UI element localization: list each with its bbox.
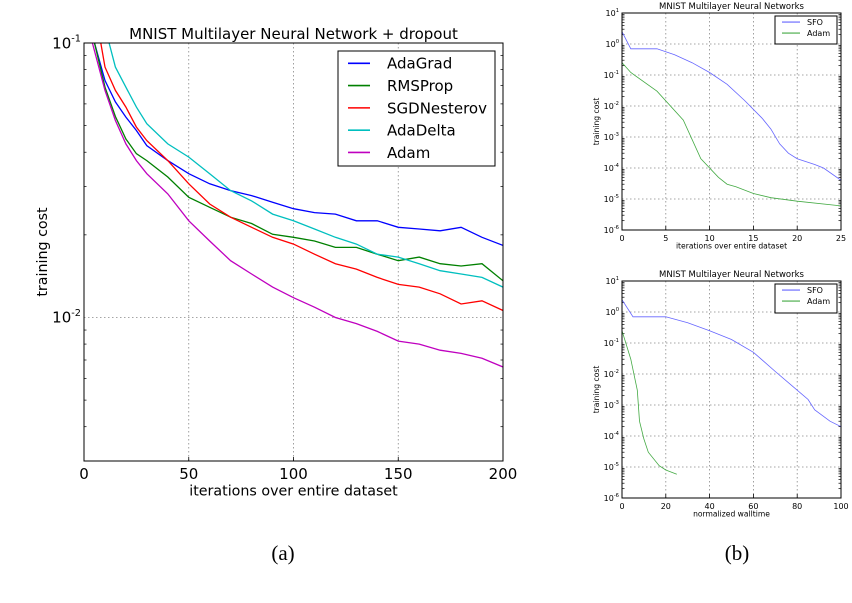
- y-tick-label: 10-6: [604, 225, 619, 235]
- y-tick-label: 10-2: [604, 369, 619, 379]
- series-line-adagrad: [93, 43, 503, 247]
- x-tick-label: 0: [619, 234, 624, 243]
- chart-a-dropout: 0 50 100 150 200 10-1 10-2 MNIST Multilayer Neu…: [35, 25, 517, 500]
- series-line-sfo: [622, 31, 841, 181]
- series-line-adam: [622, 330, 677, 475]
- y-tick-label: 10-5: [604, 462, 619, 472]
- x-tick-label: 40: [705, 502, 715, 511]
- y-tick-label: 100: [606, 39, 620, 49]
- legend-box: [774, 15, 838, 45]
- plot-frame: [83, 42, 504, 462]
- x-tick-label: 25: [836, 234, 846, 243]
- legend-label-adam: Adam: [807, 297, 830, 306]
- x-tick-label: 0: [79, 465, 89, 483]
- series-line-adadelta: [108, 43, 503, 288]
- x-tick-label: 100: [833, 502, 848, 511]
- y-tick-label: 10-1: [604, 338, 619, 348]
- legend-label-adagrad: AdaGrad: [387, 55, 452, 73]
- legend-label-sgdnesterov: SGDNesterov: [387, 99, 487, 117]
- x-tick-label: 200: [489, 465, 518, 483]
- y-axis-label: training cost: [35, 207, 51, 297]
- x-axis-label: normalized walltime: [693, 509, 770, 518]
- x-tick-label: 80: [792, 502, 802, 511]
- legend: AdaGrad RMSProp SGDNesterov AdaDelta Adam: [337, 50, 496, 167]
- x-tick-label: 150: [384, 465, 413, 483]
- plot-frame: [621, 280, 842, 499]
- x-tick-label: 10: [705, 234, 715, 243]
- y-tick-label: 10-1: [604, 70, 619, 80]
- y-tick-label: 10-1: [52, 34, 81, 53]
- caption-b: (b): [725, 541, 750, 565]
- y-axis-label: training cost: [592, 98, 601, 146]
- y-tick-label: 10-4: [604, 163, 620, 173]
- y-tick-label: 10-3: [604, 400, 619, 410]
- x-tick-label: 20: [661, 502, 671, 511]
- x-axis-label: iterations over entire dataset: [676, 241, 787, 250]
- series-line-sgdnesterov: [100, 43, 503, 312]
- chart-b-walltime: 0 20 40 60 80 100 101 100 10-1 10-2 10-3 10-4 10-5 10…: [592, 270, 849, 518]
- x-tick-label: 50: [179, 465, 198, 483]
- y-axis-label: training cost: [592, 366, 601, 414]
- series-line-adam: [622, 62, 841, 207]
- legend-label-sfo: SFO: [807, 18, 823, 27]
- x-tick-label: 0: [619, 502, 624, 511]
- legend-label-adadelta: AdaDelta: [387, 122, 456, 140]
- plot-frame: [621, 12, 842, 231]
- chart-b-iterations: 0 5 10 15 20 25 101 100 10-1 10-2 10-3 10-4 10-5 10-6…: [592, 2, 846, 250]
- legend: SFO Adam: [774, 15, 838, 45]
- y-tick-label: 100: [606, 307, 620, 317]
- y-tick-label: 10-4: [604, 431, 620, 441]
- legend-label-adam: Adam: [387, 144, 430, 162]
- legend-label-sfo: SFO: [807, 286, 823, 295]
- chart-title: MNIST Multilayer Neural Networks: [659, 270, 805, 280]
- y-tick-label: 10-5: [604, 194, 619, 204]
- caption-a: (a): [271, 541, 294, 565]
- x-tick-label: 5: [663, 234, 668, 243]
- x-tick-label: 100: [279, 465, 308, 483]
- legend: SFO Adam: [774, 283, 838, 314]
- series-line-rmsprop: [93, 43, 503, 282]
- y-tick-label: 101: [606, 276, 620, 286]
- y-tick-label: 10-3: [604, 132, 619, 142]
- y-tick-label: 10-2: [52, 308, 81, 327]
- x-tick-label: 60: [748, 502, 758, 511]
- legend-label-adam: Adam: [807, 29, 830, 38]
- chart-title: MNIST Multilayer Neural Networks: [659, 2, 805, 12]
- y-tick-label: 10-2: [604, 101, 619, 111]
- y-tick-label: 10-6: [604, 493, 619, 503]
- series-line-adam: [91, 43, 503, 368]
- chart-title: MNIST Multilayer Neural Network + dropou…: [129, 25, 458, 43]
- series-line-sfo: [622, 299, 841, 428]
- x-tick-label: 20: [792, 234, 802, 243]
- x-tick-label: 15: [748, 234, 758, 243]
- legend-box: [774, 283, 838, 314]
- legend-label-rmsprop: RMSProp: [387, 77, 453, 95]
- x-axis-label: iterations over entire dataset: [189, 484, 398, 500]
- y-tick-label: 101: [606, 8, 620, 18]
